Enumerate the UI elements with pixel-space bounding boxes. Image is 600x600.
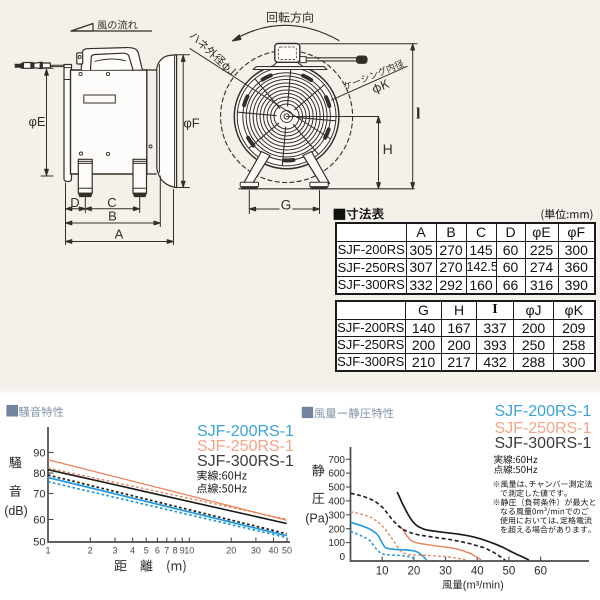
svg-text:80: 80	[33, 468, 45, 480]
svg-text:A: A	[115, 227, 124, 242]
svg-text:9: 9	[180, 546, 185, 556]
svg-text:(m³/min): (m³/min)	[463, 579, 504, 591]
svg-text:φE: φE	[28, 114, 45, 129]
svg-text:70: 70	[33, 489, 45, 501]
svg-text:8: 8	[173, 546, 178, 556]
svg-text:10: 10	[376, 566, 389, 578]
svg-text:(dB): (dB)	[4, 504, 28, 518]
svg-text:100: 100	[328, 538, 345, 549]
svg-text:3: 3	[112, 546, 117, 556]
svg-text:20: 20	[226, 546, 236, 556]
svg-text:D: D	[70, 195, 79, 210]
svg-text:l: l	[416, 106, 421, 123]
svg-text:50: 50	[282, 546, 292, 556]
svg-text:4: 4	[130, 546, 135, 556]
svg-text:30: 30	[439, 566, 452, 578]
svg-text:300: 300	[328, 510, 345, 521]
svg-text:B: B	[108, 209, 117, 224]
svg-text:700: 700	[328, 455, 345, 466]
svg-text:G: G	[281, 198, 292, 213]
svg-text:90: 90	[33, 448, 45, 460]
svg-text:6: 6	[155, 546, 160, 556]
svg-text:2: 2	[88, 546, 93, 556]
svg-text:0: 0	[339, 552, 345, 563]
svg-text:10: 10	[184, 546, 194, 556]
svg-text:60: 60	[33, 515, 45, 527]
svg-text:50: 50	[503, 566, 516, 578]
svg-text:60: 60	[534, 566, 547, 578]
svg-text:200: 200	[328, 524, 345, 535]
svg-text:40: 40	[268, 546, 278, 556]
svg-text:H: H	[383, 141, 393, 157]
svg-text:1: 1	[45, 546, 50, 556]
svg-text:(Pa): (Pa)	[305, 512, 329, 526]
svg-text:20: 20	[407, 566, 420, 578]
svg-text:40: 40	[471, 566, 484, 578]
svg-text:500: 500	[328, 483, 345, 494]
svg-text:50: 50	[33, 537, 45, 549]
svg-text:C: C	[107, 195, 116, 210]
svg-text:7: 7	[164, 546, 169, 556]
svg-text:400: 400	[328, 497, 345, 508]
svg-text:30: 30	[251, 546, 261, 556]
svg-text:φF: φF	[183, 116, 199, 131]
svg-text:600: 600	[328, 469, 345, 480]
svg-text:5: 5	[144, 546, 149, 556]
